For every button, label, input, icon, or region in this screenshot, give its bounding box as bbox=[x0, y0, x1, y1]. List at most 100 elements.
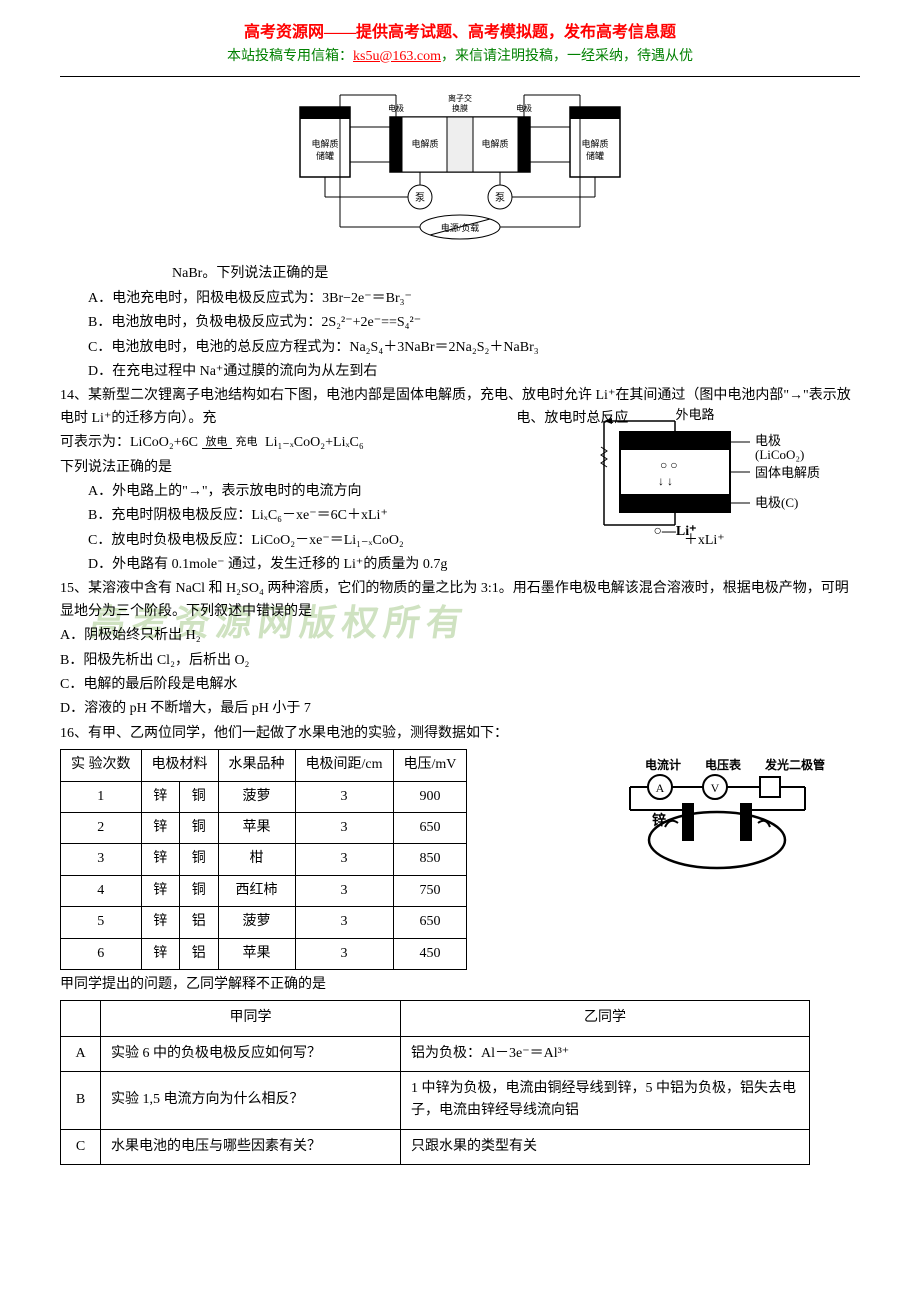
qa-answer: 只跟水果的类型有关 bbox=[401, 1129, 810, 1164]
svg-text:锌: 锌 bbox=[652, 812, 666, 829]
table-cell: 铜 bbox=[180, 812, 219, 843]
table-cell: 苹果 bbox=[218, 938, 295, 969]
table-cell: 柑 bbox=[218, 844, 295, 875]
q14-body: 外电路 ○ ○ ↓ ↓ 电极 (LiCoO₂) 固体电解质 电极(C) ○—Li… bbox=[60, 385, 860, 576]
svg-text:储罐: 储罐 bbox=[586, 150, 604, 161]
svg-text:↓ ↓: ↓ ↓ bbox=[658, 474, 673, 488]
svg-text:电解质: 电解质 bbox=[411, 138, 438, 149]
q16-qa-intro: 甲同学提出的问题，乙同学解释不正确的是 bbox=[60, 974, 860, 996]
qa-h2: 乙同学 bbox=[401, 1001, 810, 1036]
table-cell: 750 bbox=[393, 875, 467, 906]
svg-text:V: V bbox=[711, 781, 720, 795]
q16-qa-table: 甲同学 乙同学 A实验 6 中的负极电极反应如何写？铝为负极：Al－3e⁻＝Al… bbox=[60, 1000, 810, 1165]
table-cell: 西红柿 bbox=[218, 875, 295, 906]
qa-answer: 1 中锌为负极，电流由铜经导线到锌，5 中铝为负极，铝失去电子，电流由锌经导线流… bbox=[401, 1072, 810, 1130]
table-cell: 850 bbox=[393, 844, 467, 875]
q15-stem: 15、某溶液中含有 NaCl 和 H₂SO₄ 两种溶质，它们的物质的量之比为 3… bbox=[60, 578, 860, 623]
table-cell: 菠萝 bbox=[218, 907, 295, 938]
svg-text:○—Li⁺: ○—Li⁺ bbox=[653, 524, 696, 537]
q15-option-d: D．溶液的 pH 不断增大，最后 pH 小于 7 bbox=[60, 698, 860, 720]
table-cell: 铝 bbox=[180, 938, 219, 969]
table-cell: 2 bbox=[61, 812, 142, 843]
q15-option-b: B．阳极先析出 Cl₂，后析出 O₂ bbox=[60, 650, 860, 672]
header-sub-suffix: ，来信请注明投稿，一经采纳，待遇从优 bbox=[441, 49, 693, 64]
flow-battery-diagram: 电解质 储罐 电解质 储罐 电极 电解质 离子交 换膜 电解质 电极 泵 泵 电… bbox=[290, 87, 630, 247]
table-cell: 1 bbox=[61, 781, 142, 812]
table-cell: 3 bbox=[295, 907, 393, 938]
qa-label: B bbox=[61, 1072, 101, 1130]
col-electrode: 电极材料 bbox=[141, 750, 218, 781]
reversible-arrow-icon: 放电充电 bbox=[202, 437, 262, 448]
table-cell: 3 bbox=[295, 812, 393, 843]
qa-question: 水果电池的电压与哪些因素有关？ bbox=[101, 1129, 401, 1164]
q15-body: 15、某溶液中含有 NaCl 和 H₂SO₄ 两种溶质，它们的物质的量之比为 3… bbox=[60, 578, 860, 720]
table-cell: 锌 bbox=[141, 875, 180, 906]
svg-text:固体电解质: 固体电解质 bbox=[755, 465, 820, 480]
qa-label: C bbox=[61, 1129, 101, 1164]
q14-diagram: 外电路 ○ ○ ↓ ↓ 电极 (LiCoO₂) 固体电解质 电极(C) ○—Li… bbox=[590, 407, 820, 545]
svg-text:发光二极管: 发光二极管 bbox=[764, 757, 825, 772]
table-cell: 铝 bbox=[180, 907, 219, 938]
col-volt: 电压/mV bbox=[393, 750, 467, 781]
table-row: 6锌铝苹果3450 bbox=[61, 938, 467, 969]
table-row: 5锌铝菠萝3650 bbox=[61, 907, 467, 938]
table-cell: 铜 bbox=[180, 844, 219, 875]
svg-text:电解质: 电解质 bbox=[581, 138, 608, 149]
q16-body: 16、有甲、乙两位同学，他们一起做了水果电池的实验，测得数据如下： 电流计 电压… bbox=[60, 723, 860, 1165]
eq-top: 放电 bbox=[202, 436, 232, 449]
table-header-row: 实 验次数 电极材料 水果品种 电极间距/cm 电压/mV bbox=[61, 750, 467, 781]
table-cell: 900 bbox=[393, 781, 467, 812]
qa-label: A bbox=[61, 1036, 101, 1071]
li-battery-diagram: 外电路 ○ ○ ↓ ↓ 电极 (LiCoO₂) 固体电解质 电极(C) ○—Li… bbox=[590, 407, 820, 537]
qa-blank bbox=[61, 1001, 101, 1036]
table-cell: 锌 bbox=[141, 812, 180, 843]
table-cell: 3 bbox=[295, 844, 393, 875]
fruit-battery-diagram: 电流计 电压表 发光二极管 A V 锌 bbox=[610, 755, 830, 875]
svg-text:(LiCoO₂): (LiCoO₂) bbox=[755, 447, 804, 462]
q14-option-d: D．外电路有 0.1mole⁻ 通过，发生迁移的 Li⁺的质量为 0.7g bbox=[60, 554, 860, 576]
svg-text:电极(C): 电极(C) bbox=[755, 495, 798, 510]
svg-text:离子交: 离子交 bbox=[448, 93, 472, 103]
table-cell: 450 bbox=[393, 938, 467, 969]
svg-text:电解质: 电解质 bbox=[481, 138, 508, 149]
table-cell: 锌 bbox=[141, 844, 180, 875]
svg-text:电极: 电极 bbox=[755, 433, 781, 448]
q13-body: NaBr。下列说法正确的是 A．电池充电时，阳极电极反应式为：3Br−2e⁻＝B… bbox=[60, 263, 860, 383]
q16-stem: 16、有甲、乙两位同学，他们一起做了水果电池的实验，测得数据如下： bbox=[60, 723, 860, 745]
table-cell: 锌 bbox=[141, 781, 180, 812]
table-cell: 菠萝 bbox=[218, 781, 295, 812]
table-row: 3锌铜柑3850 bbox=[61, 844, 467, 875]
svg-text:泵: 泵 bbox=[495, 192, 505, 204]
table-cell: 锌 bbox=[141, 907, 180, 938]
q14-eq-prefix: 可表示为：LiCoO₂+6C bbox=[60, 435, 198, 450]
svg-text:泵: 泵 bbox=[415, 192, 425, 204]
col-fruit: 水果品种 bbox=[218, 750, 295, 781]
q13-option-a: A．电池充电时，阳极电极反应式为：3Br−2e⁻＝Br₃⁻ bbox=[60, 288, 860, 310]
table-cell: 锌 bbox=[141, 938, 180, 969]
qa-row: C水果电池的电压与哪些因素有关？只跟水果的类型有关 bbox=[61, 1129, 810, 1164]
q16-data-table: 实 验次数 电极材料 水果品种 电极间距/cm 电压/mV 1锌铜菠萝39002… bbox=[60, 749, 467, 970]
header-title: 高考资源网——提供高考试题、高考模拟题，发布高考信息题 bbox=[60, 20, 860, 46]
table-cell: 3 bbox=[295, 938, 393, 969]
svg-text:A: A bbox=[656, 781, 665, 795]
table-cell: 苹果 bbox=[218, 812, 295, 843]
q13-diagram: 电解质 储罐 电解质 储罐 电极 电解质 离子交 换膜 电解质 电极 泵 泵 电… bbox=[60, 87, 860, 255]
qa-question: 实验 6 中的负极电极反应如何写？ bbox=[101, 1036, 401, 1071]
table-cell: 4 bbox=[61, 875, 142, 906]
q15-option-a: A．阴极始终只析出 H₂ bbox=[60, 625, 860, 647]
q14-eq-suffix: Li₁₋ₓCoO₂+LiₓC₆ bbox=[265, 435, 364, 450]
table-cell: 6 bbox=[61, 938, 142, 969]
table-cell: 铜 bbox=[180, 875, 219, 906]
qa-header-row: 甲同学 乙同学 bbox=[61, 1001, 810, 1036]
svg-text:换膜: 换膜 bbox=[452, 103, 468, 113]
q15-option-c: C．电解的最后阶段是电解水 bbox=[60, 674, 860, 696]
svg-text:电解质: 电解质 bbox=[311, 138, 338, 149]
page-header: 高考资源网——提供高考试题、高考模拟题，发布高考信息题 本站投稿专用信箱：ks5… bbox=[60, 20, 860, 68]
qa-row: A实验 6 中的负极电极反应如何写？铝为负极：Al－3e⁻＝Al³⁺ bbox=[61, 1036, 810, 1071]
q13-option-b: B．电池放电时，负极电极反应式为：2S₂²⁻+2e⁻==S₄²⁻ bbox=[60, 312, 860, 334]
table-row: 4锌铜西红柿3750 bbox=[61, 875, 467, 906]
table-row: 2锌铜苹果3650 bbox=[61, 812, 467, 843]
table-cell: 铜 bbox=[180, 781, 219, 812]
col-dist: 电极间距/cm bbox=[295, 750, 393, 781]
svg-text:○ ○: ○ ○ bbox=[660, 458, 678, 472]
